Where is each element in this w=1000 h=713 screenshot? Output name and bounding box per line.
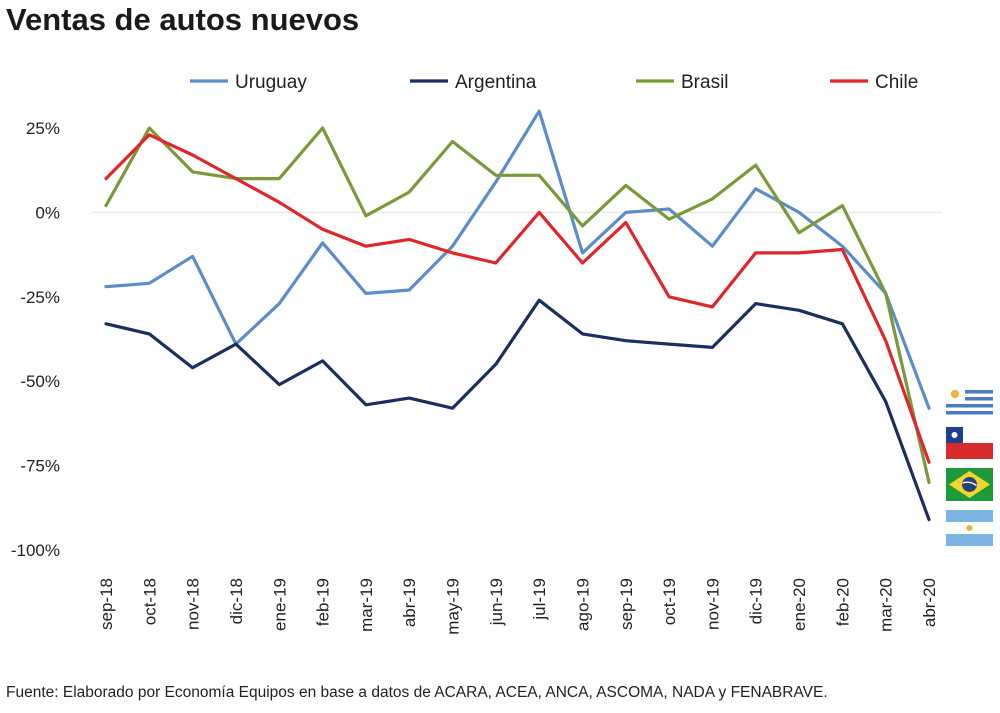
x-tick-label: jul-19 <box>530 578 549 621</box>
legend-label-uruguay: Uruguay <box>235 72 307 93</box>
uruguay-flag-icon <box>946 387 993 417</box>
x-tick-label: sep-19 <box>617 578 636 630</box>
series-line-uruguay <box>104 109 931 410</box>
y-tick-label: -25% <box>20 288 60 307</box>
legend: Uruguay Argentina Brasil Chile <box>190 72 918 93</box>
y-tick-label: -75% <box>20 457 60 476</box>
chart-title: Ventas de autos nuevos <box>6 2 360 37</box>
x-tick-label: dic-19 <box>747 578 766 624</box>
chile-flag-icon <box>946 427 993 459</box>
y-tick-label: 0% <box>35 203 60 222</box>
series-lines <box>104 109 931 522</box>
x-tick-label: ene-19 <box>270 578 289 631</box>
series-line-brasil <box>104 126 931 485</box>
x-tick-label: may-19 <box>444 578 463 635</box>
legend-label-chile: Chile <box>875 72 918 93</box>
x-tick-label: ene-20 <box>790 578 809 631</box>
x-tick-label: feb-19 <box>314 578 333 626</box>
x-tick-label: ago-19 <box>573 578 592 631</box>
x-tick-label: oct-19 <box>660 578 679 625</box>
source-note: Fuente: Elaborado por Economía Equipos e… <box>6 684 828 701</box>
series-line-chile <box>104 133 931 464</box>
x-tick-label: nov-18 <box>184 578 203 630</box>
y-tick-label: -100% <box>11 541 60 560</box>
x-tick-label: mar-20 <box>877 578 896 632</box>
x-tick-label: oct-18 <box>140 578 159 625</box>
x-tick-label: jun-19 <box>487 578 506 626</box>
x-tick-label: abr-19 <box>400 578 419 627</box>
x-tick-label: abr-20 <box>920 578 939 627</box>
x-tick-label: sep-18 <box>97 578 116 630</box>
series-line-argentina <box>104 298 931 522</box>
legend-label-brasil: Brasil <box>681 72 729 93</box>
y-tick-label: 25% <box>26 119 60 138</box>
legend-label-argentina: Argentina <box>455 72 537 93</box>
brazil-flag-icon <box>946 468 993 501</box>
x-tick-label: dic-18 <box>227 578 246 624</box>
x-tick-label: feb-20 <box>833 578 852 626</box>
x-tick-label: nov-19 <box>703 578 722 630</box>
argentina-flag-icon <box>946 510 993 546</box>
flags <box>946 387 993 546</box>
y-axis: 25% 0% -25% -50% -75% -100% <box>11 119 60 560</box>
y-tick-label: -50% <box>20 372 60 391</box>
x-axis: sep-18 oct-18 nov-18 dic-18 ene-19 feb-19 mar-… <box>97 578 939 635</box>
x-tick-label: mar-19 <box>357 578 376 632</box>
